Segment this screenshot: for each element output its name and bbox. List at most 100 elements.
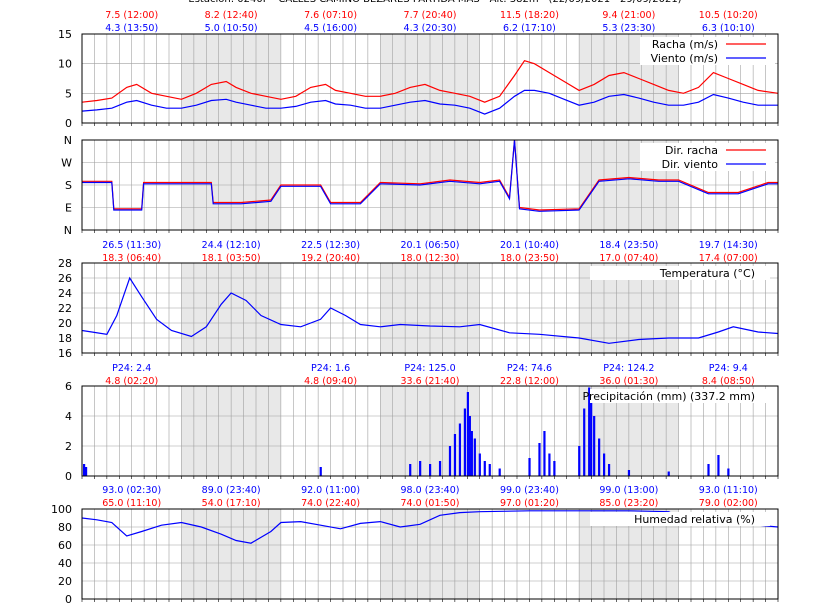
precip-bar	[448, 446, 452, 476]
y-tick-label: 10	[58, 58, 72, 71]
precip-bar	[667, 471, 670, 476]
y-tick-label: 0	[65, 593, 72, 606]
daily-stat-bottom: 5.3 (23:30)	[602, 23, 655, 34]
precip-bar	[483, 461, 486, 476]
precip-bar	[578, 446, 581, 476]
precip-bar	[429, 464, 432, 476]
daily-stat-top: 8.2 (12:40)	[205, 10, 258, 21]
daily-stat-top: 7.5 (12:00)	[105, 10, 158, 21]
precip-bar	[84, 467, 88, 476]
y-tick-label: 20	[58, 575, 72, 588]
y-tick-label: N	[64, 134, 72, 147]
y-tick-label: 5	[65, 87, 72, 100]
daily-stat-bottom: 6.2 (17:10)	[503, 23, 556, 34]
y-tick-label: 100	[51, 503, 72, 516]
precip-bar	[603, 453, 606, 476]
series-line	[81, 276, 779, 344]
precip-bar	[319, 467, 322, 476]
y-tick-label: 80	[58, 521, 72, 534]
y-tick-label: 0	[65, 117, 72, 130]
daily-stat-top: P24: 1.6	[311, 363, 350, 374]
y-tick-label: 20	[58, 317, 72, 330]
precip-bar	[498, 468, 501, 476]
daily-stat-bottom: 18.1 (03:50)	[202, 253, 261, 264]
precip-bar	[553, 461, 556, 476]
precip-bar	[538, 443, 541, 476]
y-tick-label: N	[64, 224, 72, 237]
daily-stat-top: 99.0 (23:40)	[500, 485, 559, 496]
precip-bar	[478, 453, 481, 476]
legend-label: Dir. viento	[662, 158, 719, 171]
y-tick-label: S	[65, 179, 72, 192]
y-tick-label: 40	[58, 557, 72, 570]
legend-label: Dir. racha	[665, 144, 718, 157]
daily-stat-bottom: 54.0 (17:10)	[202, 498, 261, 509]
series-line	[81, 89, 778, 115]
series-line	[82, 139, 778, 211]
precip-bar	[593, 416, 596, 476]
daily-stat-top: 22.5 (12:30)	[301, 240, 360, 251]
daily-stat-top: 20.1 (10:40)	[500, 240, 559, 251]
daily-stat-top: 19.7 (14:30)	[699, 240, 758, 251]
daily-stat-bottom: 8.4 (08:50)	[702, 376, 755, 387]
legend-bg	[590, 512, 770, 526]
precip-bar	[409, 464, 412, 476]
legend-bg	[640, 51, 775, 65]
daily-stat-bottom: 4.5 (16:00)	[304, 23, 357, 34]
daily-stat-bottom: 65.0 (11:10)	[102, 498, 161, 509]
y-tick-label: W	[61, 157, 72, 170]
precip-bar	[528, 458, 531, 476]
y-tick-label: 18	[58, 332, 72, 345]
y-tick-label: 0	[65, 470, 72, 483]
y-tick-label: 26	[58, 272, 72, 285]
legend-bg	[640, 157, 775, 171]
y-tick-label: 24	[58, 287, 72, 300]
daily-stat-top: 26.5 (11:30)	[102, 240, 161, 251]
daily-stat-bottom: 97.0 (01:20)	[500, 498, 559, 509]
precip-bar	[598, 438, 601, 476]
y-tick-label: 22	[58, 302, 72, 315]
precip-bar	[470, 431, 473, 476]
legend-label: Racha (m/s)	[652, 38, 718, 51]
precip-bar	[463, 408, 466, 476]
y-tick-label: 15	[58, 28, 72, 41]
precip-bar	[488, 464, 491, 476]
daily-stat-bottom: 17.0 (07:40)	[599, 253, 658, 264]
precip-bar	[590, 389, 593, 476]
precip-bar	[548, 453, 551, 476]
daily-stat-top: 9.4 (21:00)	[602, 10, 655, 21]
series-line	[81, 59, 779, 103]
daily-stat-bottom: 4.8 (09:40)	[304, 376, 357, 387]
legend-label: Viento (m/s)	[651, 52, 718, 65]
precip-bar	[438, 461, 442, 476]
daily-stat-bottom: 74.0 (22:40)	[301, 498, 360, 509]
y-tick-label: E	[65, 202, 72, 215]
y-tick-label: 6	[65, 380, 72, 393]
daily-stat-top: 10.5 (10:20)	[699, 10, 758, 21]
daily-stat-bottom: 36.0 (01:30)	[599, 376, 658, 387]
legend-bg	[590, 389, 770, 403]
precip-bar	[468, 416, 471, 476]
precip-bar	[458, 423, 462, 476]
legend-label: Temperatura (°C)	[659, 267, 755, 280]
daily-stat-top: P24: 2.4	[112, 363, 151, 374]
daily-stat-bottom: 85.0 (23:20)	[599, 498, 658, 509]
legend-label: Precipitación (mm) (337.2 mm)	[583, 390, 756, 403]
legend-bg	[640, 143, 775, 157]
legend-bg	[590, 266, 770, 280]
daily-stat-bottom: 6.3 (10:10)	[702, 23, 755, 34]
precip-bar	[466, 392, 469, 476]
precip-bar	[727, 468, 730, 476]
daily-stat-top: 7.6 (07:10)	[304, 10, 357, 21]
daily-stat-top: P24: 125.0	[404, 363, 455, 374]
series-line	[82, 139, 778, 212]
daily-stat-top: P24: 74.6	[507, 363, 552, 374]
precip-bar	[588, 387, 591, 476]
daily-stat-bottom: 17.4 (07:00)	[699, 253, 758, 264]
daily-stat-bottom: 4.3 (20:30)	[404, 23, 457, 34]
daily-stat-top: 89.0 (23:40)	[202, 485, 261, 496]
daily-stat-top: P24: 124.2	[603, 363, 654, 374]
daily-stat-top: P24: 9.4	[709, 363, 748, 374]
legend-label: Humedad relativa (%)	[634, 513, 755, 526]
daily-stat-bottom: 19.2 (20:40)	[301, 253, 360, 264]
